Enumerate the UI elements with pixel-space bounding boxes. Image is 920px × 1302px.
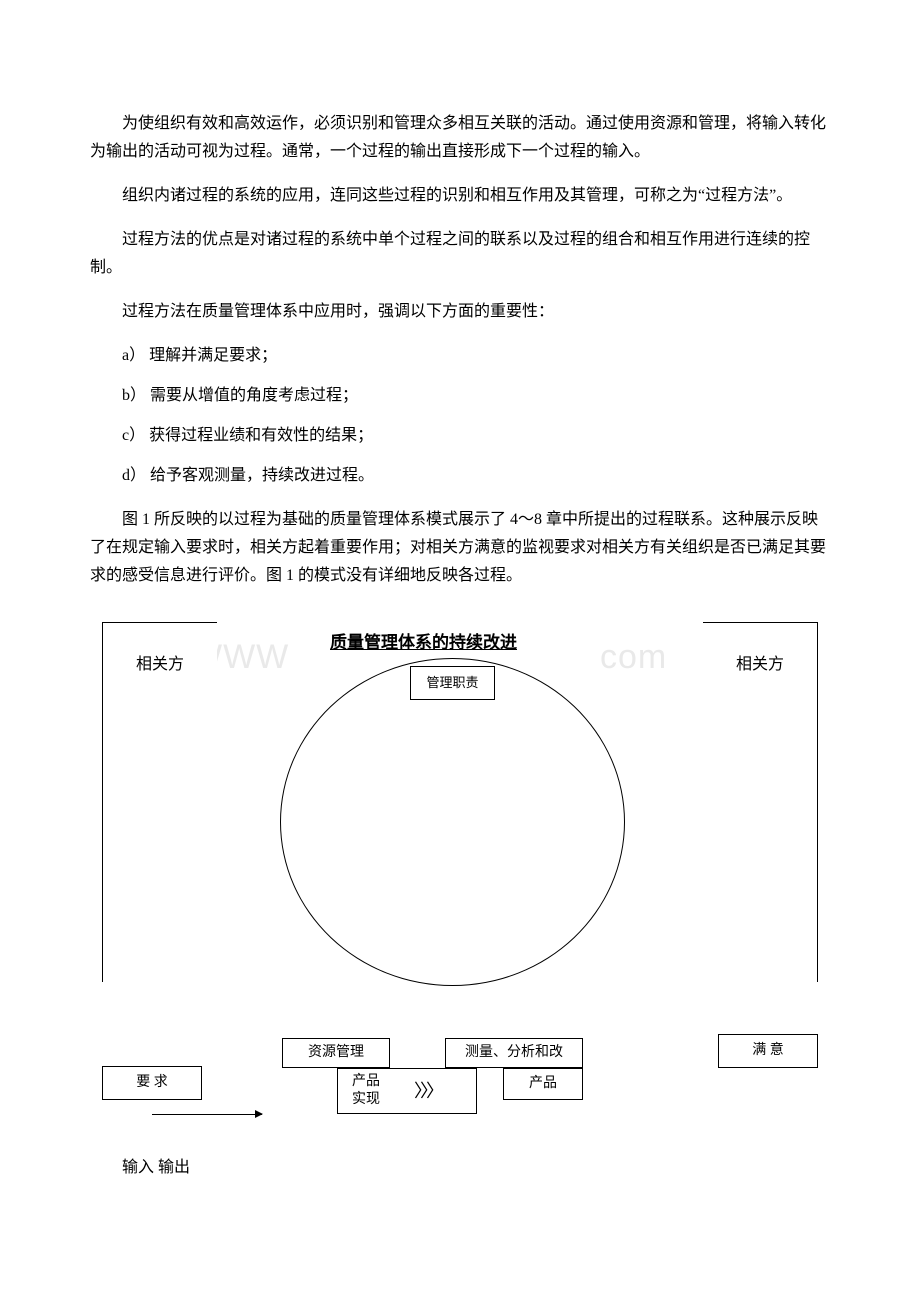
management-responsibility-label: 管理职责 [426, 672, 478, 695]
resource-management-label: 资源管理 [308, 1041, 364, 1066]
satisfaction-box: 满 意 [718, 1034, 818, 1068]
chevron-icon: 〉〉〉 [414, 1076, 441, 1108]
related-party-left-label: 相关方 [103, 651, 217, 679]
paragraph-4: 过程方法在质量管理体系中应用时，强调以下方面的重要性： [90, 298, 830, 326]
emphasis-list: a） 理解并满足要求； b） 需要从增值的角度考虑过程； c） 获得过程业绩和有… [90, 342, 830, 490]
paragraph-1: 为使组织有效和高效运作，必须识别和管理众多相互关联的活动。通过使用资源和管理，将… [90, 110, 830, 166]
watermark-right: com [600, 628, 667, 688]
measurement-box: 测量、分析和改 [445, 1038, 583, 1068]
requirement-box: 要 求 [102, 1066, 202, 1100]
list-item-c: c） 获得过程业绩和有效性的结果； [122, 422, 830, 450]
related-party-right-label: 相关方 [703, 651, 817, 679]
related-party-right-box: 相关方 [703, 622, 818, 982]
product-realization-box: 产品 实现 [337, 1068, 477, 1114]
management-responsibility-box: 管理职责 [410, 666, 495, 700]
input-arrow [152, 1114, 262, 1115]
satisfaction-label: 满 意 [752, 1039, 784, 1064]
measurement-label: 测量、分析和改 [465, 1041, 563, 1066]
product-realization-line1: 产品 [352, 1073, 380, 1091]
related-party-left-box: 相关方 [102, 622, 217, 982]
process-circle [280, 658, 625, 986]
resource-management-box: 资源管理 [282, 1038, 390, 1068]
list-item-d: d） 给予客观测量，持续改进过程。 [122, 462, 830, 490]
paragraph-5: 图 1 所反映的以过程为基础的质量管理体系模式展示了 4～8 章中所提出的过程联… [90, 506, 830, 590]
product-label: 产品 [529, 1072, 557, 1097]
product-realization-line2: 实现 [352, 1091, 380, 1109]
list-item-a: a） 理解并满足要求； [122, 342, 830, 370]
qms-diagram: WWW com 质量管理体系的持续改进 相关方 相关方 管理职责 资源管理 测量… [90, 606, 830, 1136]
paragraph-3: 过程方法的优点是对诸过程的系统中单个过程之间的联系以及过程的组合和相互作用进行连… [90, 226, 830, 282]
input-output-label: 输入 输出 [90, 1154, 830, 1182]
requirement-label: 要 求 [136, 1071, 168, 1096]
paragraph-2: 组织内诸过程的系统的应用，连同这些过程的识别和相互作用及其管理，可称之为“过程方… [90, 182, 830, 210]
product-box: 产品 [503, 1068, 583, 1100]
diagram-title: 质量管理体系的持续改进 [330, 628, 517, 658]
list-item-b: b） 需要从增值的角度考虑过程； [122, 382, 830, 410]
